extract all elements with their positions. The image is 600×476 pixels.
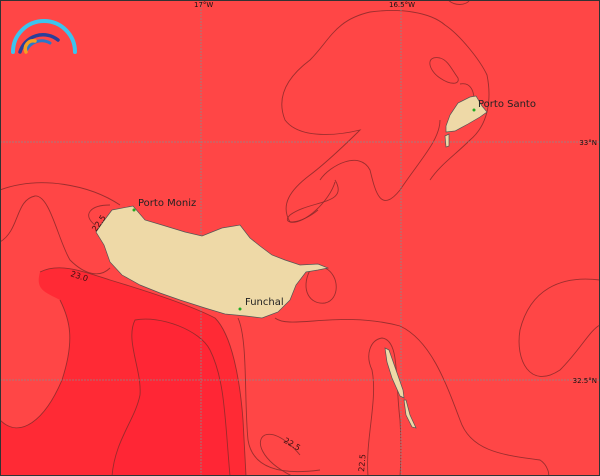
place-label-porto-santo: Porto Santo [478, 99, 536, 110]
desertas-bugio [403, 399, 417, 429]
contour-line [319, 119, 441, 201]
desertas-grande [384, 347, 405, 399]
contour-line [111, 318, 231, 476]
contour-line [39, 267, 247, 476]
contour-line [88, 204, 111, 226]
contour-line [274, 317, 550, 476]
porto-moniz-marker[interactable] [132, 208, 136, 212]
lon-label-16-5w: 16.5°W [389, 1, 415, 9]
place-label-funchal: Funchal [245, 297, 284, 308]
contour-label: 22.5 [357, 454, 368, 473]
contour-line [429, 57, 459, 84]
sea-warm-core [112, 319, 230, 476]
contour-line [447, 0, 471, 5]
rainbow-arc-logo-icon [11, 19, 77, 54]
funchal-marker[interactable] [238, 307, 242, 311]
lat-label-32-5n: 32.5°N [573, 377, 597, 385]
contour-line [0, 195, 111, 275]
madeira-island [95, 205, 330, 319]
contour-line [0, 182, 121, 206]
ilheu-de-baixo [444, 133, 450, 148]
porto-santo-island [445, 95, 488, 133]
contour-line [305, 267, 337, 304]
porto-santo-marker[interactable] [472, 108, 476, 112]
place-label-porto-moniz: Porto Moniz [138, 198, 196, 209]
lat-label-33n: 33°N [579, 139, 597, 147]
lon-label-17w: 17°W [194, 1, 213, 9]
contour-line [281, 10, 490, 223]
contour-line [518, 278, 600, 377]
contour-line [287, 179, 339, 223]
contour-line [259, 433, 301, 476]
